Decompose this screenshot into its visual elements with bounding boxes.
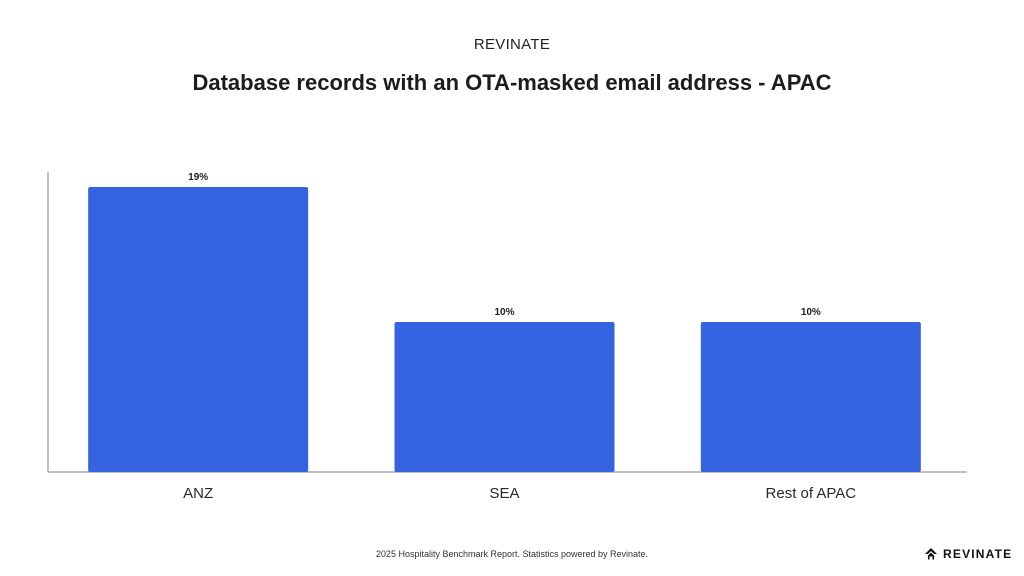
bar-anz — [88, 187, 309, 472]
bar-rest-of-apac — [700, 322, 921, 472]
data-label: 10% — [801, 307, 821, 318]
footer-logo: REVINATE — [924, 545, 1012, 563]
data-label: 19% — [188, 172, 208, 183]
x-tick-label: SEA — [489, 485, 519, 502]
footer-logo-text: REVINATE — [943, 547, 1013, 561]
x-tick-label: Rest of APAC — [766, 485, 857, 502]
revinate-logo-icon — [925, 548, 937, 560]
data-label: 10% — [494, 307, 514, 318]
brand-name: REVINATE — [473, 36, 551, 53]
footer-note: 2025 Hospitality Benchmark Report. Stati… — [375, 549, 649, 559]
x-tick-label: ANZ — [183, 485, 213, 502]
bar-sea — [394, 322, 615, 472]
chart-title: Database records with an OTA-masked emai… — [192, 70, 832, 95]
